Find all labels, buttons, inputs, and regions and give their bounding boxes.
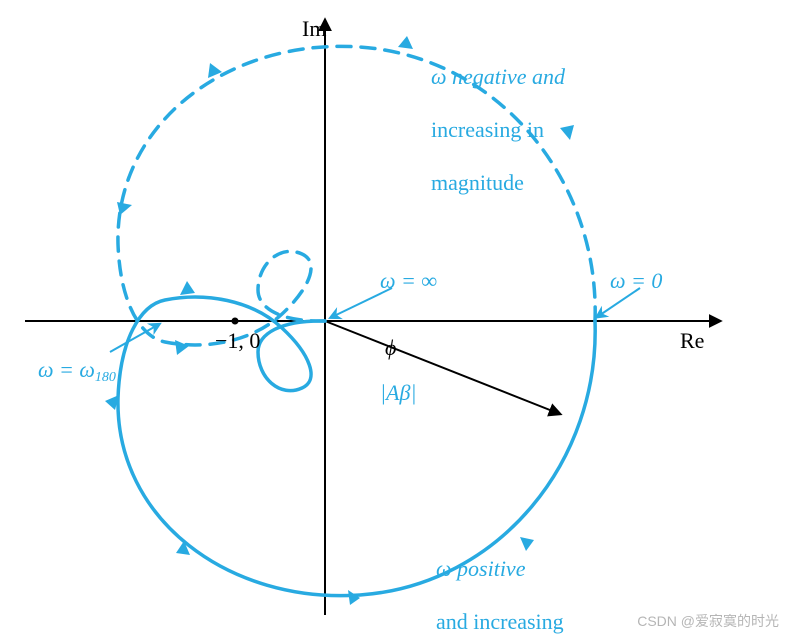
critical-point	[232, 318, 239, 325]
omega-180-text: ω = ω	[38, 357, 95, 382]
critical-point-label: −1, 0	[215, 328, 260, 354]
omega-180-label: ω = ω180	[30, 338, 116, 387]
omega-inf-label: ω = ∞	[380, 268, 437, 294]
magnitude-vector	[325, 321, 560, 414]
omega-180-sub: 180	[95, 370, 116, 385]
neg-line3: magnitude	[431, 170, 524, 195]
x-axis-label: Re	[680, 328, 704, 354]
nyquist-plot	[0, 0, 797, 639]
magnitude-label: |Aβ|	[380, 380, 417, 406]
pos-line2: and increasing	[436, 609, 564, 634]
pos-line1: ω positive	[436, 556, 525, 581]
omega-zero-label: ω = 0	[610, 268, 662, 294]
neg-line1: ω negative and	[431, 64, 565, 89]
watermark: CSDN @爱寂寞的时光	[637, 611, 779, 631]
y-axis-label: Im	[302, 16, 326, 42]
pos-branch-annotation: ω positive and increasing	[425, 530, 564, 636]
neg-line2: increasing in	[431, 117, 544, 142]
neg-branch-annotation: ω negative and increasing in magnitude	[420, 38, 565, 196]
phi-label: ϕ	[385, 335, 396, 361]
